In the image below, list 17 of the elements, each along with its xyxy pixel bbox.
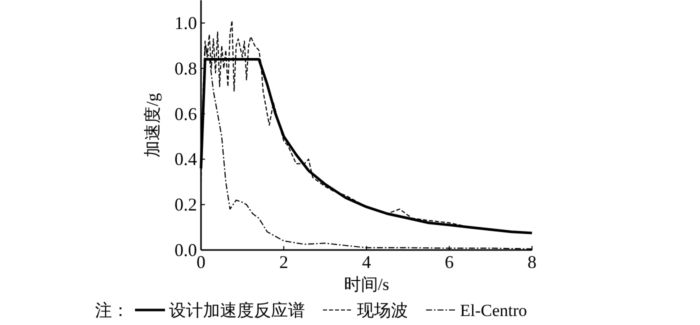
x-tick-label: 8 [528,252,536,272]
x-tick-label: 0 [196,252,206,272]
y-tick-label: 0.2 [174,194,197,215]
legend-label: El-Centro [460,301,528,320]
y-tick-label: 0.0 [174,240,197,260]
y-tick-label: 0.8 [174,58,197,78]
legend-label: 设计加速度反应谱 [169,301,305,320]
y-tick-label: 1.0 [174,13,197,33]
legend-title: 注： [95,301,129,320]
x-tick-label: 6 [444,252,454,272]
x-tick-label: 2 [279,252,288,272]
x-tick-label: 4 [362,252,371,272]
y-tick-label: 0.6 [174,104,197,124]
legend-label: 现场波 [357,301,408,320]
x-axis-title: 时间/s [344,275,390,294]
y-axis-title: 加速度/g [143,92,162,158]
y-tick-label: 0.4 [174,149,197,170]
